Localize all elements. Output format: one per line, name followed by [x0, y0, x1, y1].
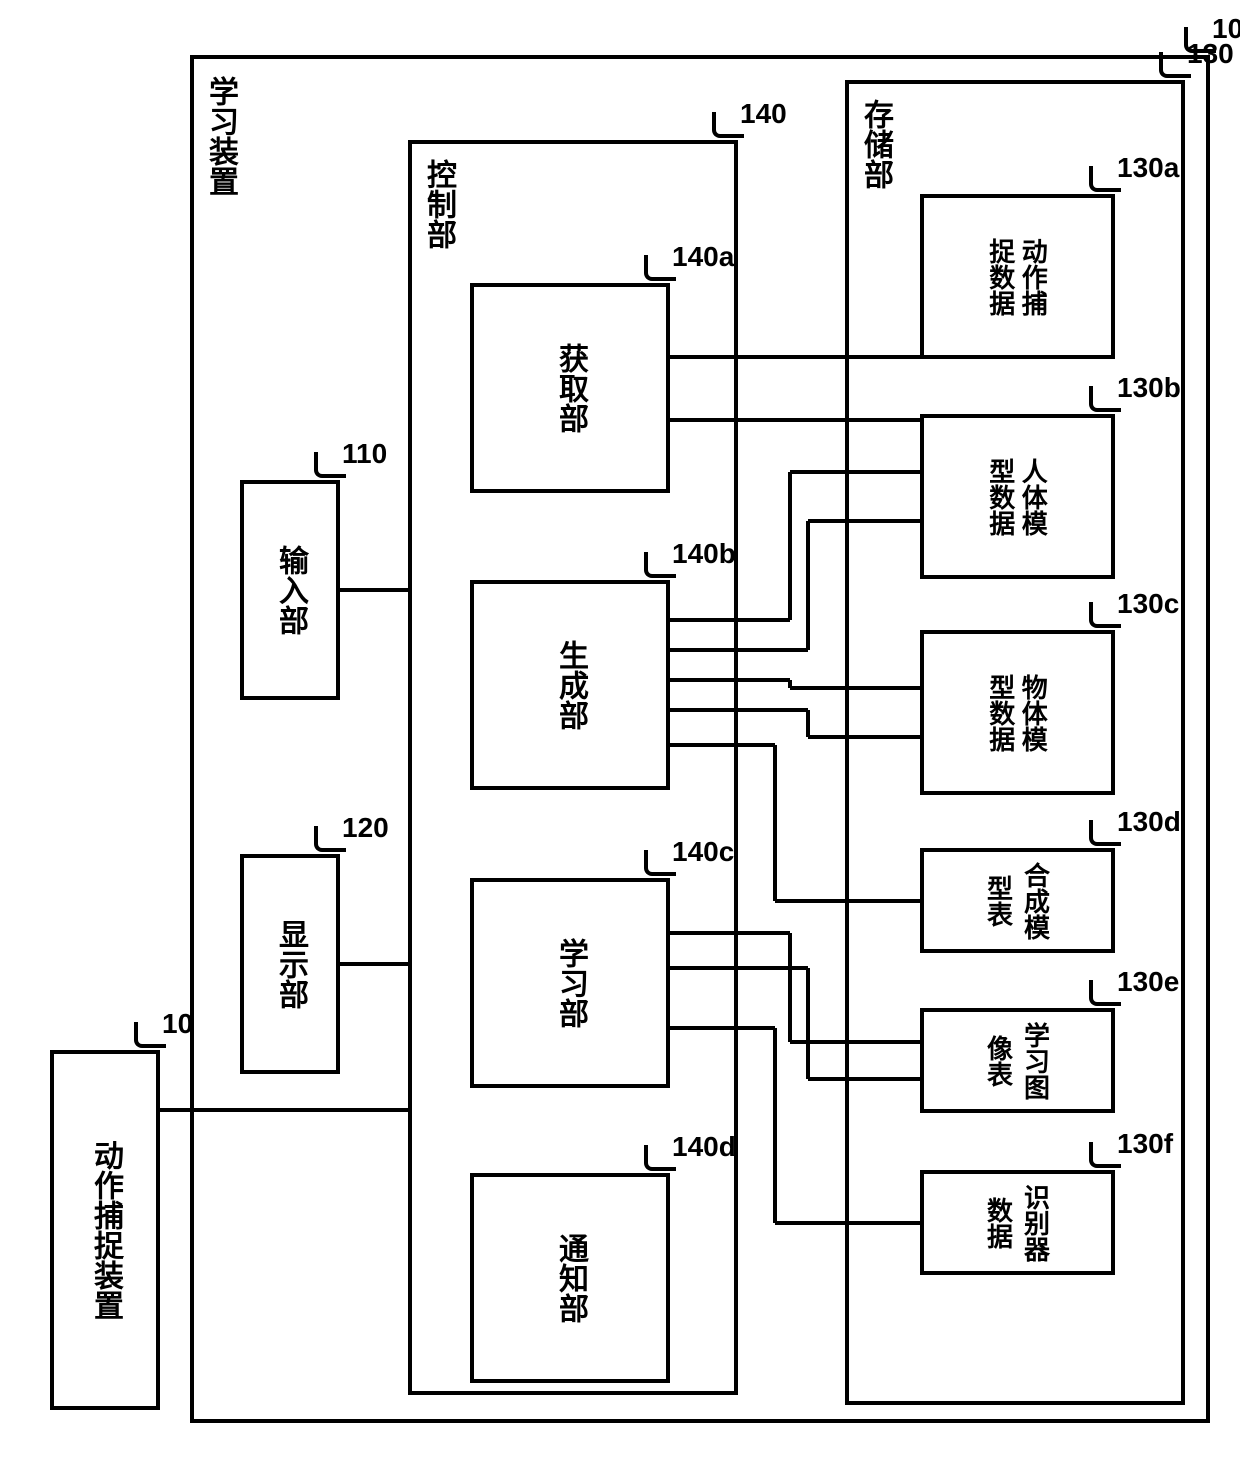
label-n130c-b: 型数据	[985, 636, 1018, 789]
label-n130d: 合成模型表	[920, 854, 1115, 947]
ref-n140a: 140a	[672, 241, 734, 273]
ref-n130b: 130b	[1117, 372, 1181, 404]
ref-n140d: 140d	[672, 1131, 736, 1163]
label-n130a-b: 捉数据	[985, 200, 1018, 353]
label-n130b-a: 人体模	[1018, 420, 1051, 573]
label-n140b: 生成部	[470, 586, 670, 784]
ref-n140: 140	[740, 98, 787, 130]
ref-n130d: 130d	[1117, 806, 1181, 838]
ref-n140b: 140b	[672, 538, 736, 570]
ref-n130a: 130a	[1117, 152, 1179, 184]
label-n140: 控制部	[416, 152, 460, 256]
label-n130: 存储部	[853, 92, 897, 196]
label-n130b-b: 型数据	[985, 420, 1018, 573]
ref-n130: 130	[1187, 38, 1234, 70]
ref-n130f: 130f	[1117, 1128, 1173, 1160]
label-n10: 动作捕捉装置	[50, 1056, 160, 1404]
label-n140a: 获取部	[470, 289, 670, 487]
label-n140d: 通知部	[470, 1179, 670, 1377]
label-n120: 显示部	[240, 860, 340, 1068]
label-n130a-a: 动作捕	[1018, 200, 1051, 353]
label-n130e: 学习图像表	[920, 1014, 1115, 1107]
block-diagram: 动作捕捉装置10学习装置100输入部110显示部120控制部140获取部140a…	[0, 0, 1240, 1466]
label-n100: 学习装置	[198, 67, 242, 205]
ref-n120: 120	[342, 812, 389, 844]
label-n110: 输入部	[240, 486, 340, 694]
ref-n110: 110	[342, 438, 387, 470]
ref-n130c: 130c	[1117, 588, 1179, 620]
ref-n10: 10	[162, 1008, 193, 1040]
ref-n140c: 140c	[672, 836, 734, 868]
ref-n130e: 130e	[1117, 966, 1179, 998]
label-n130c-a: 物体模	[1018, 636, 1051, 789]
label-n130f: 识别器数据	[920, 1176, 1115, 1269]
label-n140c: 学习部	[470, 884, 670, 1082]
